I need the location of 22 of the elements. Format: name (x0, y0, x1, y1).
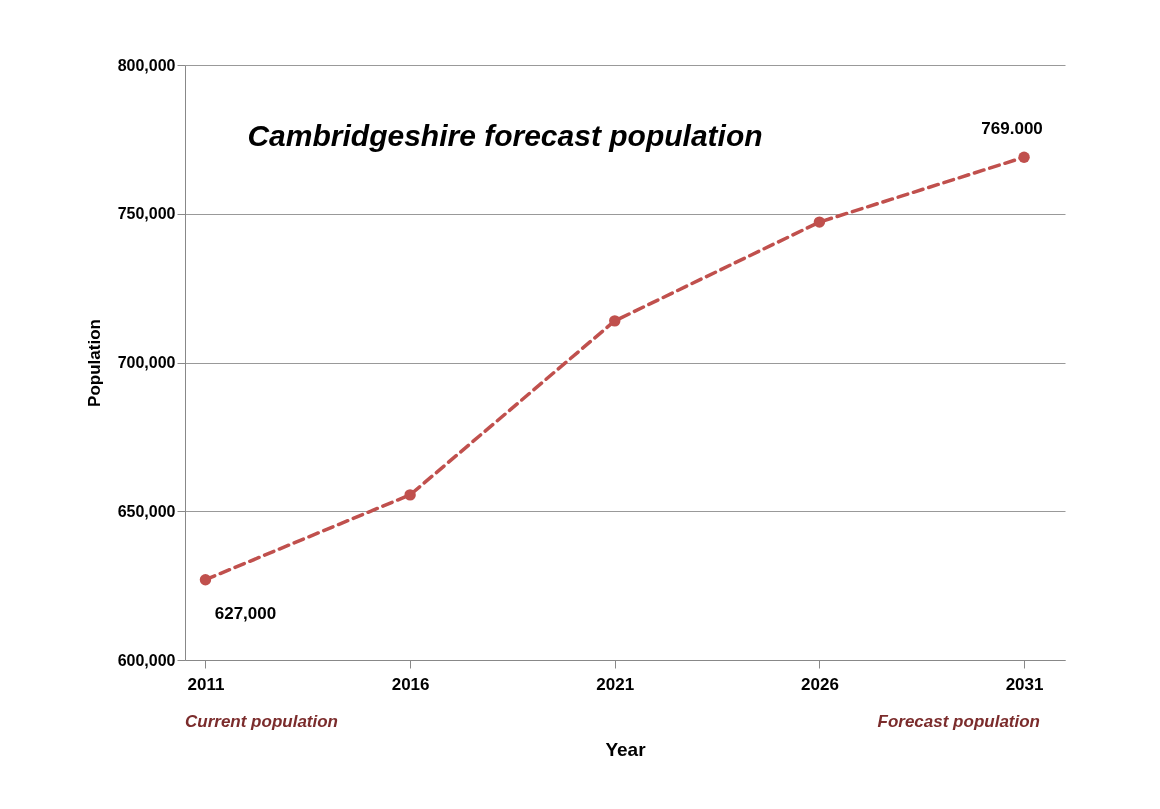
y-tick-label: 650,000 (117, 502, 176, 520)
y-tick-label: 700,000 (117, 354, 176, 371)
point (609, 315, 621, 327)
point (813, 216, 826, 228)
y-tick-label: 750,000 (117, 205, 176, 223)
x-tick-label: 2011 (187, 674, 225, 694)
point (1018, 151, 1030, 163)
x-tick-label: 2016 (391, 674, 430, 694)
annotation: 627,000 (214, 603, 277, 623)
x-axis-title: Year (605, 738, 647, 760)
x-tick-label: 2026 (801, 674, 839, 694)
y-tick-label: 800,000 (117, 56, 176, 74)
y-tick-label: 600,000 (117, 651, 176, 669)
point (404, 489, 416, 501)
x-tick-label: 2021 (596, 674, 635, 694)
text: Current population (185, 712, 338, 731)
text: Forecast population (877, 712, 1040, 731)
x-tick-label: 2031 (1005, 674, 1044, 694)
y-axis-title: Population (84, 319, 104, 407)
annotation: 769.000 (981, 119, 1043, 139)
text: Cambridgeshire forecast population (247, 119, 763, 152)
point (199, 573, 212, 586)
